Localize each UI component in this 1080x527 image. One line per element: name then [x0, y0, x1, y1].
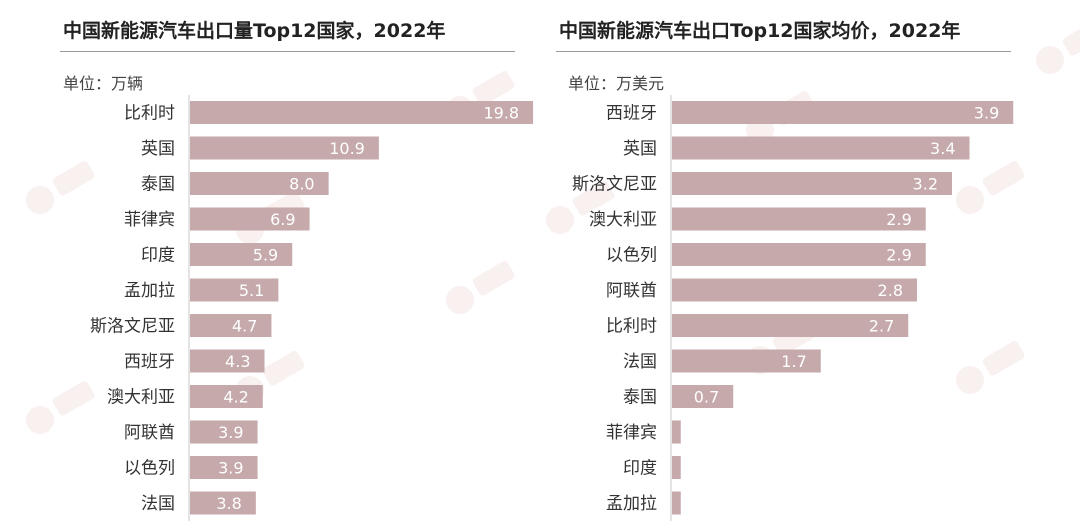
bar: [190, 207, 310, 231]
value-label: 3.9: [218, 423, 243, 442]
bar-chart-export-volume: 比利时 19.8 英国 10.9 泰国 8.0 菲律宾 6.9 印度 5.9 孟加拉 5.1 斯洛文尼亚…: [26, 71, 534, 521]
value-label: 3.9: [218, 459, 243, 478]
value-label: 5.1: [239, 281, 264, 300]
bar: [190, 420, 258, 444]
bar: [672, 385, 734, 408]
category-label: 法国: [141, 494, 175, 514]
bar: [672, 207, 926, 231]
bar: [190, 385, 263, 408]
bar: [190, 491, 256, 515]
category-label: 西班牙: [606, 104, 657, 124]
value-label: 2.9: [886, 210, 911, 229]
category-label: 泰国: [141, 175, 175, 195]
chart-title: 中国新能源汽车出口量Top12国家，2022年: [63, 20, 446, 42]
value-label: 2.9: [886, 246, 911, 265]
watermark-logo: [546, 181, 615, 234]
value-label: 0.7: [694, 388, 719, 407]
watermark-logo: [446, 261, 515, 314]
value-label: 3.8: [216, 494, 241, 513]
bar: [672, 420, 681, 444]
category-label: 阿联酋: [606, 281, 657, 301]
category-label: 孟加拉: [606, 494, 657, 514]
value-label: 4.2: [223, 388, 248, 407]
bar: [672, 172, 952, 195]
value-label: 2.7: [869, 317, 894, 336]
category-label: 阿联酋: [124, 423, 175, 443]
bar: [672, 136, 970, 160]
category-label: 斯洛文尼亚: [90, 317, 175, 337]
value-label: 3.2: [913, 175, 938, 194]
value-label: 2.8: [878, 281, 903, 300]
bar: [672, 101, 1014, 124]
unit-label: 单位：万辆: [63, 74, 144, 93]
bar: [672, 456, 681, 479]
category-label: 法国: [623, 352, 657, 372]
bar-chart-average-price: 西班牙 3.9 英国 3.4 斯洛文尼亚 3.2 澳大利亚 2.9 以色列 2.9 阿联酋 2.8 比利…: [546, 21, 1080, 521]
value-label: 8.0: [289, 175, 314, 194]
value-label: 3.4: [930, 139, 955, 158]
value-label: 1.7: [781, 352, 806, 371]
value-label: 4.3: [225, 352, 250, 371]
bar: [672, 349, 821, 373]
unit-label: 单位：万美元: [568, 74, 665, 93]
title-divider: [556, 51, 1011, 52]
bar: [672, 314, 909, 337]
bar: [190, 456, 258, 479]
value-label: 19.8: [483, 104, 519, 123]
category-label: 印度: [623, 459, 657, 479]
value-label: 10.9: [329, 139, 365, 158]
bar: [190, 278, 279, 302]
value-label: 5.9: [253, 246, 278, 265]
bar: [190, 172, 329, 195]
bar: [190, 349, 265, 373]
chart-panel-export-volume: 中国新能源汽车出口量Top12国家，2022年 单位：万辆 比利时 19.8 英国 1…: [26, 20, 534, 521]
category-label: 菲律宾: [124, 210, 175, 230]
watermark-logo: [26, 161, 95, 214]
bar: [672, 243, 926, 266]
category-label: 菲律宾: [606, 423, 657, 443]
bar: [672, 491, 681, 515]
bar: [672, 278, 917, 302]
category-label: 澳大利亚: [589, 210, 657, 230]
category-label: 以色列: [124, 459, 175, 479]
value-label: 4.7: [232, 317, 257, 336]
bar: [190, 243, 293, 266]
category-label: 英国: [141, 139, 175, 159]
value-label: 3.9: [974, 104, 999, 123]
chart-panel-average-price: 中国新能源汽车出口Top12国家均价，2022年 单位：万美元 西班牙 3.9 英国…: [540, 0, 1080, 527]
bar: [190, 136, 379, 160]
bar: [190, 101, 534, 124]
bar: [190, 314, 272, 337]
watermark-logo: [1036, 21, 1080, 74]
watermark-logo: [26, 381, 95, 434]
category-label: 西班牙: [124, 352, 175, 372]
category-label: 比利时: [606, 317, 657, 337]
category-label: 泰国: [623, 388, 657, 408]
value-label: 6.9: [270, 210, 295, 229]
chart-title: 中国新能源汽车出口Top12国家均价，2022年: [559, 20, 961, 42]
category-label: 斯洛文尼亚: [572, 175, 657, 195]
category-label: 比利时: [124, 104, 175, 124]
watermark-logo: [956, 341, 1025, 394]
category-label: 英国: [623, 139, 657, 159]
category-label: 孟加拉: [124, 281, 175, 301]
category-label: 澳大利亚: [107, 388, 175, 408]
category-label: 以色列: [606, 246, 657, 266]
title-divider: [60, 51, 515, 52]
category-label: 印度: [141, 246, 175, 266]
watermark-logo: [956, 161, 1025, 214]
